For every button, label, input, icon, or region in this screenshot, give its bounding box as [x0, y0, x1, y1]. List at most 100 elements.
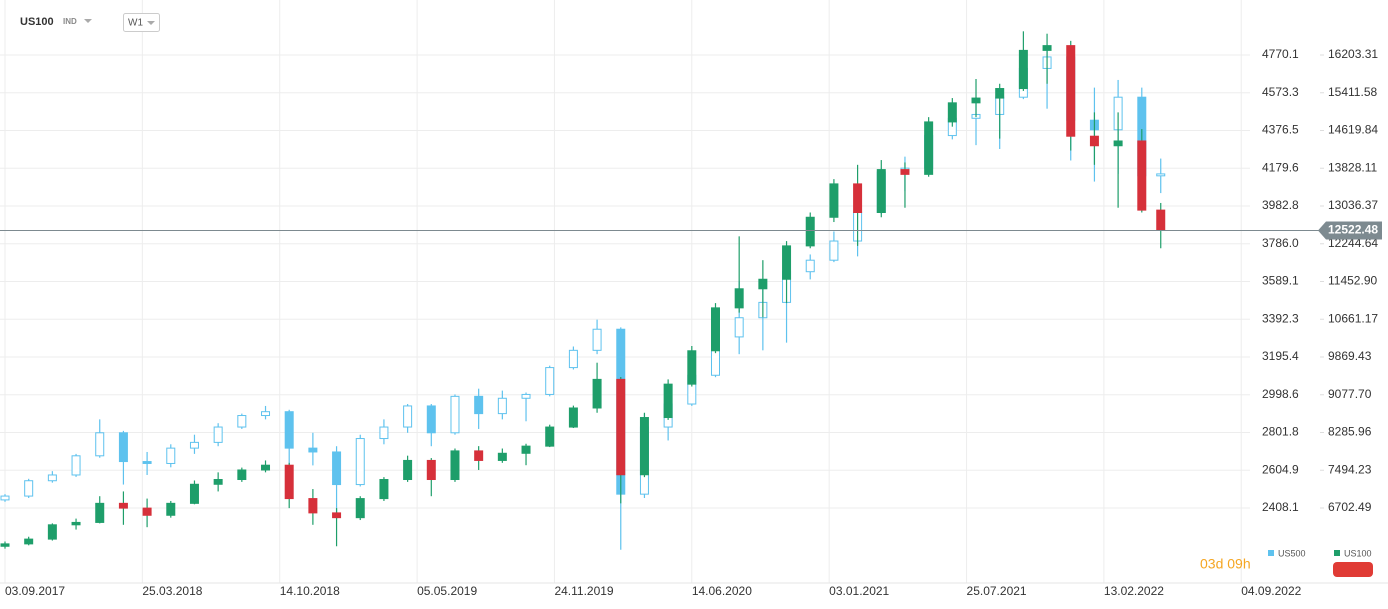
candle-body	[47, 524, 57, 540]
y-tick-label: 2604.9	[1262, 462, 1299, 476]
y2-tick-label: 15411.58	[1328, 85, 1377, 99]
interval-arrow[interactable]	[147, 21, 155, 25]
candle-body	[521, 393, 531, 399]
candle-body	[355, 498, 365, 519]
candle-body	[237, 469, 247, 481]
candle-body	[24, 538, 34, 545]
candle-body	[118, 502, 128, 509]
candle-body	[261, 411, 271, 417]
candle-body	[379, 426, 389, 440]
candle-body	[971, 97, 981, 104]
candle-body	[568, 349, 578, 369]
x-tick-label: 03.01.2021	[829, 584, 889, 598]
dropdown-arrow[interactable]	[84, 19, 92, 23]
candle-body	[213, 479, 223, 485]
candle-body	[639, 417, 649, 476]
symbol[interactable]: US100	[20, 16, 54, 28]
x-tick-label: 14.10.2018	[280, 584, 340, 598]
candle-body	[829, 240, 839, 261]
candle-body	[734, 288, 744, 309]
candle-body	[426, 459, 436, 481]
candle-body	[237, 415, 247, 428]
candle-body	[450, 395, 460, 434]
y-tick-label: 2408.1	[1262, 500, 1299, 514]
candle-body	[403, 459, 413, 481]
y2-tick-label: 10661.17	[1328, 311, 1378, 325]
legend-label: US100	[1344, 548, 1372, 558]
candle-body	[308, 498, 318, 514]
candle-body	[829, 183, 839, 218]
y-tick-label: 3786.0	[1262, 236, 1299, 250]
y-tick-label: 3982.8	[1262, 198, 1299, 212]
candle-body	[426, 405, 436, 434]
candle-body	[592, 328, 602, 351]
y2-tick-label: 8285.96	[1328, 425, 1372, 439]
y-tick-label: 3195.4	[1262, 349, 1299, 363]
candle-body	[189, 483, 199, 504]
candle-body	[1113, 140, 1123, 147]
candle-body	[1042, 45, 1052, 51]
y-tick-label: 4573.3	[1262, 85, 1299, 99]
candle-body	[0, 495, 10, 501]
candle-body	[332, 512, 342, 519]
candle-body	[71, 455, 81, 476]
candle-body	[545, 426, 555, 447]
price-badge	[1318, 221, 1382, 240]
candle-body	[71, 521, 81, 526]
candle-body	[1137, 140, 1147, 211]
symbol-type: IND	[63, 17, 77, 26]
interval[interactable]: W1	[128, 18, 143, 29]
x-tick-label: 14.06.2020	[692, 584, 752, 598]
y2-tick-label: 6702.49	[1328, 500, 1372, 514]
candle-body	[355, 438, 365, 486]
candle-body	[1066, 45, 1076, 137]
candle-body	[308, 447, 318, 453]
candle-body	[947, 102, 957, 123]
candle-body	[545, 367, 555, 395]
candle-body	[805, 259, 815, 273]
candle-body	[592, 378, 602, 409]
y-tick-label: 4376.5	[1262, 123, 1299, 137]
y2-tick-label: 9869.43	[1328, 349, 1372, 363]
y-tick-label: 3392.3	[1262, 311, 1299, 325]
interval-box[interactable]	[123, 13, 160, 32]
x-tick-label: 04.09.2022	[1241, 584, 1301, 598]
candle-body	[876, 169, 886, 214]
candle-body	[95, 502, 105, 523]
candle-body	[284, 464, 294, 500]
candle-body	[995, 88, 1005, 99]
candle-body	[189, 441, 199, 449]
candle-body	[166, 502, 176, 516]
candle-body	[521, 445, 531, 454]
candle-body	[782, 245, 792, 280]
candle-body	[142, 461, 152, 464]
candle-body	[900, 169, 910, 175]
candle-body	[1156, 209, 1166, 232]
candle-body	[450, 450, 460, 481]
candle-body	[924, 121, 934, 175]
candle-body	[1156, 173, 1166, 177]
candle-body	[687, 350, 697, 385]
x-tick-label: 05.05.2019	[417, 584, 477, 598]
price-badge-label: 12522.48	[1328, 223, 1378, 237]
x-tick-label: 24.11.2019	[554, 584, 613, 598]
candle-body	[805, 216, 815, 247]
candle-body	[332, 451, 342, 486]
candle-body	[261, 464, 271, 471]
y2-tick-label: 14619.84	[1328, 123, 1378, 137]
candle-body	[142, 507, 152, 516]
candle-body	[734, 317, 744, 338]
candle-body	[710, 307, 720, 352]
candle-body	[118, 432, 128, 463]
candle-body	[1089, 135, 1099, 147]
y-tick-label: 4179.6	[1262, 160, 1299, 174]
candle-body	[403, 405, 413, 428]
y2-tick-label: 9077.70	[1328, 387, 1372, 401]
y2-tick-label: 11452.90	[1328, 274, 1377, 288]
y-tick-label: 3589.1	[1262, 274, 1299, 288]
sell-button[interactable]	[1333, 562, 1373, 577]
x-tick-label: 13.02.2022	[1104, 584, 1164, 598]
y2-tick-label: 13036.37	[1328, 198, 1378, 212]
